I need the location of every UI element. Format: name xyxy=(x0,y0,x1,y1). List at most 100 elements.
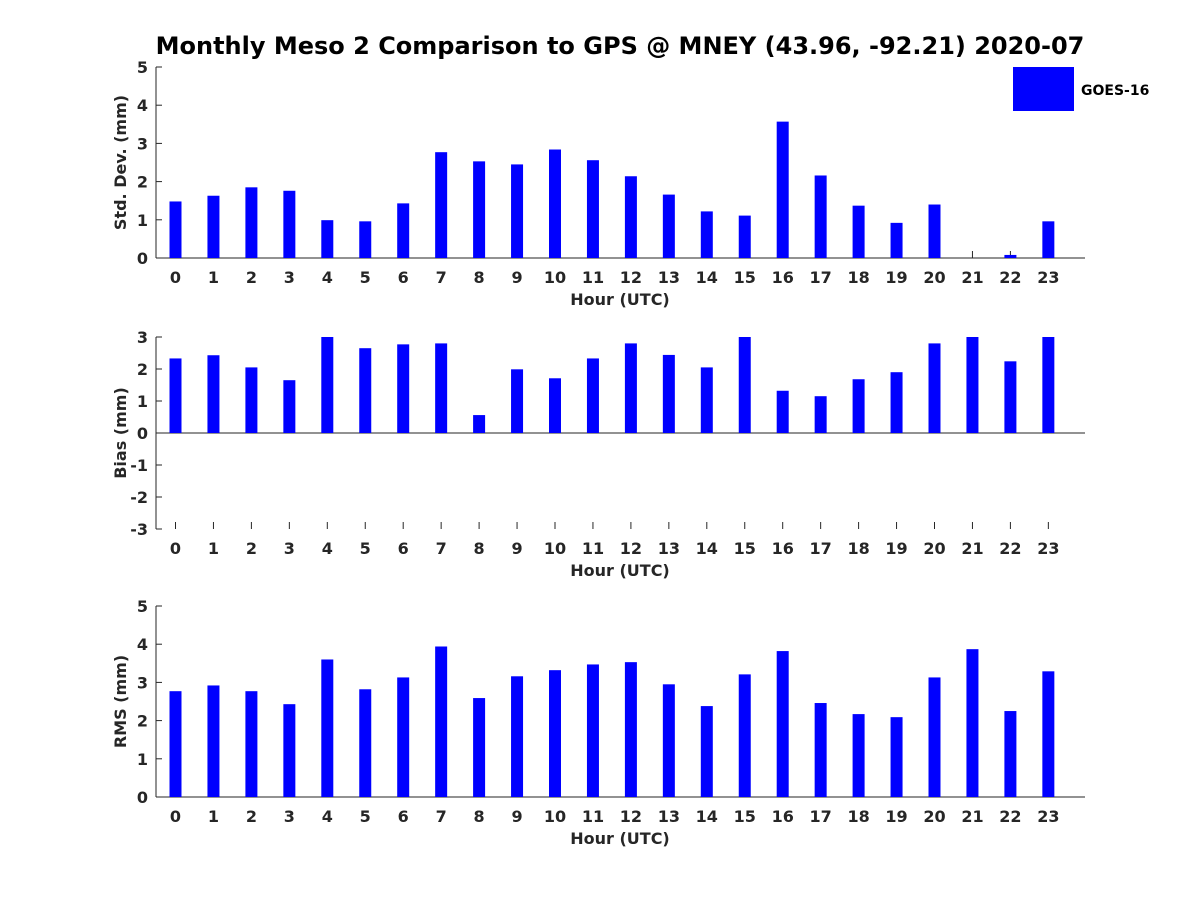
y-tick-label: 1 xyxy=(137,211,148,230)
x-tick-label: 11 xyxy=(582,807,604,826)
bar-hour-20 xyxy=(928,204,941,258)
bar-hour-15 xyxy=(738,215,751,258)
bar-hour-15 xyxy=(738,674,751,797)
bar-hour-2 xyxy=(245,691,258,797)
bar-hour-2 xyxy=(245,367,258,433)
bar-hour-8 xyxy=(473,161,486,258)
bar-hour-0 xyxy=(169,358,182,433)
x-tick-label: 0 xyxy=(170,807,181,826)
x-tick-label: 4 xyxy=(322,268,333,287)
y-tick-label: 3 xyxy=(137,328,148,347)
bar-hour-14 xyxy=(700,367,713,433)
x-tick-label: 16 xyxy=(772,268,794,287)
bar-hour-17 xyxy=(814,175,827,258)
x-tick-label: 6 xyxy=(398,539,409,558)
x-tick-label: 2 xyxy=(246,807,257,826)
x-tick-label: 3 xyxy=(284,539,295,558)
x-tick-label: 23 xyxy=(1037,268,1059,287)
bar-hour-2 xyxy=(245,187,258,258)
bar-hour-7 xyxy=(435,152,448,258)
bar-hour-16 xyxy=(776,651,789,797)
x-tick-label: 13 xyxy=(658,268,680,287)
x-axis-label: Hour (UTC) xyxy=(570,561,670,580)
x-tick-label: 10 xyxy=(544,807,566,826)
bar-hour-22 xyxy=(1004,361,1017,433)
bar-hour-10 xyxy=(549,670,561,797)
x-tick-label: 21 xyxy=(961,268,983,287)
x-tick-label: 16 xyxy=(772,807,794,826)
y-tick-label: 1 xyxy=(137,392,148,411)
bar-hour-3 xyxy=(283,704,296,797)
bar-hour-13 xyxy=(662,354,675,433)
bar-hour-3 xyxy=(283,190,296,258)
y-tick-label: -3 xyxy=(130,520,148,539)
bar-hour-4 xyxy=(321,220,334,258)
x-tick-label: 1 xyxy=(208,268,219,287)
bar-hour-0 xyxy=(169,201,182,258)
y-tick-label: -1 xyxy=(130,456,148,475)
bar-hour-3 xyxy=(283,380,296,433)
bar-hour-15 xyxy=(738,337,751,433)
bar-hour-10 xyxy=(549,149,561,258)
x-tick-label: 18 xyxy=(847,539,869,558)
x-tick-label: 9 xyxy=(511,268,522,287)
x-tick-label: 23 xyxy=(1037,539,1059,558)
bar-hour-14 xyxy=(700,706,713,797)
bar-hour-4 xyxy=(321,337,334,433)
bar-hour-23 xyxy=(1042,671,1055,797)
bar-hour-14 xyxy=(700,211,713,258)
x-tick-label: 22 xyxy=(999,539,1021,558)
x-tick-label: 18 xyxy=(847,807,869,826)
bar-hour-5 xyxy=(359,689,372,797)
y-tick-label: 5 xyxy=(137,597,148,616)
bar-hour-22 xyxy=(1004,254,1017,258)
y-tick-label: 1 xyxy=(137,750,148,769)
x-tick-label: 20 xyxy=(923,807,945,826)
legend-label: GOES-16 xyxy=(1081,83,1149,99)
bar-hour-0 xyxy=(169,691,182,797)
bar-hour-17 xyxy=(814,703,827,797)
x-tick-label: 14 xyxy=(696,268,718,287)
x-tick-label: 2 xyxy=(246,539,257,558)
x-tick-label: 15 xyxy=(734,268,756,287)
y-axis-label: RMS (mm) xyxy=(111,655,130,748)
x-tick-label: 9 xyxy=(511,539,522,558)
bar-hour-10 xyxy=(549,378,561,433)
x-tick-label: 17 xyxy=(810,539,832,558)
x-tick-label: 22 xyxy=(999,807,1021,826)
x-tick-label: 21 xyxy=(961,807,983,826)
x-axis-label: Hour (UTC) xyxy=(570,290,670,309)
y-tick-label: 2 xyxy=(137,173,148,192)
x-tick-label: 0 xyxy=(170,268,181,287)
x-axis-label: Hour (UTC) xyxy=(570,829,670,848)
x-tick-label: 8 xyxy=(474,807,485,826)
x-tick-label: 19 xyxy=(885,539,907,558)
bar-hour-16 xyxy=(776,121,789,258)
x-tick-label: 17 xyxy=(810,268,832,287)
y-tick-label: 5 xyxy=(137,58,148,77)
y-tick-label: 2 xyxy=(137,360,148,379)
x-tick-label: 18 xyxy=(847,268,869,287)
x-tick-label: 20 xyxy=(923,268,945,287)
x-tick-label: 8 xyxy=(474,268,485,287)
bar-hour-18 xyxy=(852,379,865,433)
bar-hour-12 xyxy=(624,343,637,433)
y-tick-label: 0 xyxy=(137,424,148,443)
bar-hour-21 xyxy=(966,337,979,433)
bar-hour-1 xyxy=(207,355,220,433)
x-tick-label: 5 xyxy=(360,268,371,287)
bar-hour-13 xyxy=(662,194,675,258)
legend-swatch xyxy=(1013,67,1074,111)
x-tick-label: 7 xyxy=(436,807,447,826)
bar-hour-20 xyxy=(928,677,941,797)
bar-hour-12 xyxy=(624,662,637,797)
x-tick-label: 6 xyxy=(398,807,409,826)
y-tick-label: 0 xyxy=(137,249,148,268)
bar-hour-1 xyxy=(207,685,220,797)
x-tick-label: 11 xyxy=(582,268,604,287)
y-tick-label: -2 xyxy=(130,488,148,507)
